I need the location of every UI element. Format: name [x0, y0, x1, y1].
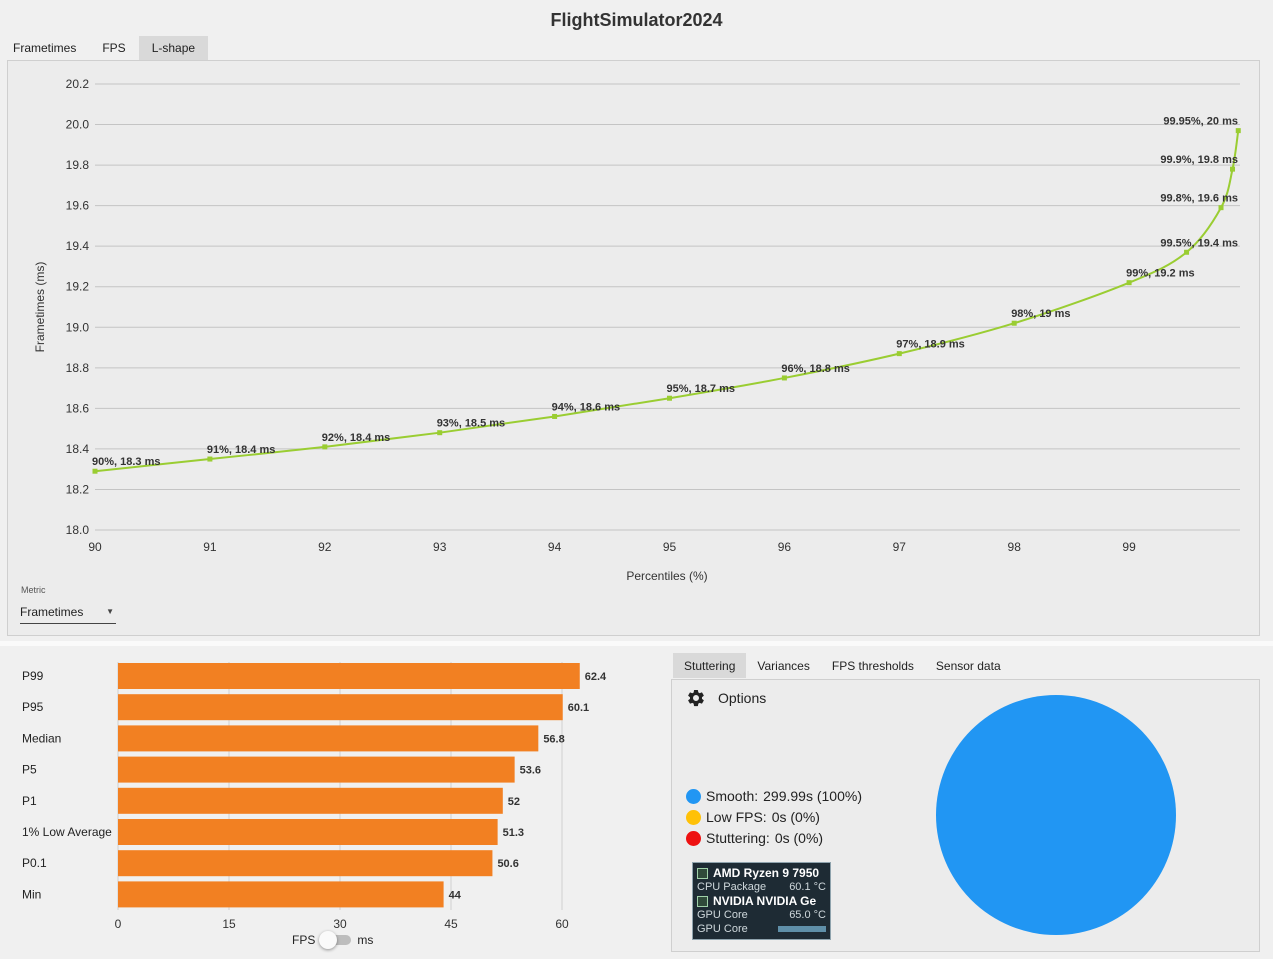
category-label: P95	[22, 700, 44, 714]
options-label: Options	[718, 690, 767, 706]
analysis-tabs: Stuttering Variances FPS thresholds Sens…	[673, 653, 1012, 678]
cpu-chip-icon	[697, 867, 708, 879]
toggle-label-ms: ms	[357, 933, 374, 947]
cpu-sensor-value: 60.1 °C	[789, 881, 826, 893]
x-tick-label: 60	[555, 917, 569, 931]
sensor-overlay: AMD Ryzen 9 7950 CPU Package 60.1 °C NVI…	[692, 862, 831, 940]
x-tick-label: 45	[444, 917, 458, 931]
category-label: P0.1	[22, 856, 47, 870]
bar-value-label: 62.4	[585, 671, 607, 683]
metric-caption: Metric	[21, 585, 46, 595]
fps-ms-toggle: FPS ms	[292, 931, 374, 949]
category-label: Median	[22, 731, 61, 745]
bar	[118, 787, 503, 814]
bar	[118, 819, 498, 845]
legend-value-smooth: 299.99s (100%)	[763, 788, 862, 804]
bar	[118, 881, 444, 908]
legend-label-low-fps: Low FPS:	[706, 809, 767, 825]
tab-l-shape[interactable]: L-shape	[138, 36, 209, 60]
app-title: FlightSimulator2024	[550, 10, 723, 30]
bar	[118, 756, 515, 783]
legend-stuttering: Stuttering: 0s (0%)	[686, 828, 862, 849]
cpu-name: AMD Ryzen 9 7950	[713, 866, 820, 880]
tab-sensor-data[interactable]: Sensor data	[935, 659, 1001, 673]
legend-dot-smooth	[686, 789, 701, 804]
bar	[118, 694, 563, 721]
category-label: P5	[22, 763, 37, 777]
legend-dot-low-fps	[686, 810, 701, 825]
gpu-sensor2-label: GPU Core	[697, 923, 748, 935]
x-tick-label: 30	[333, 917, 347, 931]
tab-stuttering[interactable]: Stuttering	[673, 653, 747, 678]
metric-dropdown[interactable]: Frametimes ▼	[20, 600, 116, 624]
cpu-sensor-row: CPU Package 60.1 °C	[697, 880, 826, 894]
bar-value-label: 51.3	[503, 827, 524, 839]
bar	[118, 725, 539, 752]
legend-label-stuttering: Stuttering:	[706, 830, 770, 846]
fps-bar-chart: 0 15 30 45 60 P99 62.4 P95 60.1 Median 56.8 P5 53.6 P…	[22, 662, 607, 931]
bar-value-label: 56.8	[543, 733, 564, 745]
chart-tabs: Frametimes FPS L-shape	[0, 36, 209, 60]
stuttering-legend: Smooth: 299.99s (100%) Low FPS: 0s (0%) …	[686, 786, 862, 849]
gpu-sensor-row-2: GPU Core	[697, 922, 826, 936]
x-tick-label: 0	[115, 917, 122, 931]
category-label: P99	[22, 669, 44, 683]
category-label: Min	[22, 887, 41, 901]
panel-divider	[0, 641, 1273, 646]
metric-value: Frametimes	[20, 604, 84, 619]
legend-smooth: Smooth: 299.99s (100%)	[686, 786, 862, 807]
cpu-header: AMD Ryzen 9 7950	[697, 866, 826, 880]
tab-variances[interactable]: Variances	[757, 659, 810, 673]
legend-label-smooth: Smooth:	[706, 788, 759, 804]
gear-icon	[688, 690, 704, 707]
toggle-knob[interactable]	[319, 931, 338, 949]
gpu-sensor-row: GPU Core 65.0 °C	[697, 908, 826, 922]
legend-low-fps: Low FPS: 0s (0%)	[686, 807, 862, 828]
legend-value-low-fps: 0s (0%)	[771, 809, 820, 825]
gpu-sensor-label: GPU Core	[697, 909, 748, 921]
tab-fps-thresholds[interactable]: FPS thresholds	[831, 659, 914, 673]
gpu-load-bar	[778, 926, 826, 932]
bar	[118, 663, 580, 689]
toggle-label-fps: FPS	[292, 933, 316, 947]
stuttering-pie-chart	[936, 695, 1176, 935]
bar-value-label: 53.6	[520, 765, 541, 777]
tab-fps[interactable]: FPS	[102, 41, 126, 55]
bar-value-label: 50.6	[497, 858, 518, 870]
gpu-chip-icon	[697, 895, 708, 907]
gpu-sensor-value: 65.0 °C	[789, 909, 826, 921]
legend-value-stuttering: 0s (0%)	[774, 830, 824, 846]
bar-value-label: 60.1	[568, 702, 589, 714]
chevron-down-icon: ▼	[106, 607, 114, 616]
toggle-switch[interactable]	[319, 931, 352, 949]
x-tick-label: 15	[222, 917, 236, 931]
bar-value-label: 52	[508, 796, 520, 808]
gpu-header: NVIDIA NVIDIA Ge	[697, 894, 826, 908]
bar-value-label: 44	[449, 889, 462, 901]
category-label: P1	[22, 794, 37, 808]
legend-dot-stuttering	[686, 831, 701, 846]
gpu-name: NVIDIA NVIDIA Ge	[713, 894, 817, 908]
options-button[interactable]: Options	[686, 688, 766, 708]
category-label: 1% Low Average	[22, 825, 112, 839]
bar	[118, 850, 493, 877]
cpu-sensor-label: CPU Package	[697, 881, 767, 893]
tab-frametimes[interactable]: Frametimes	[13, 41, 77, 55]
